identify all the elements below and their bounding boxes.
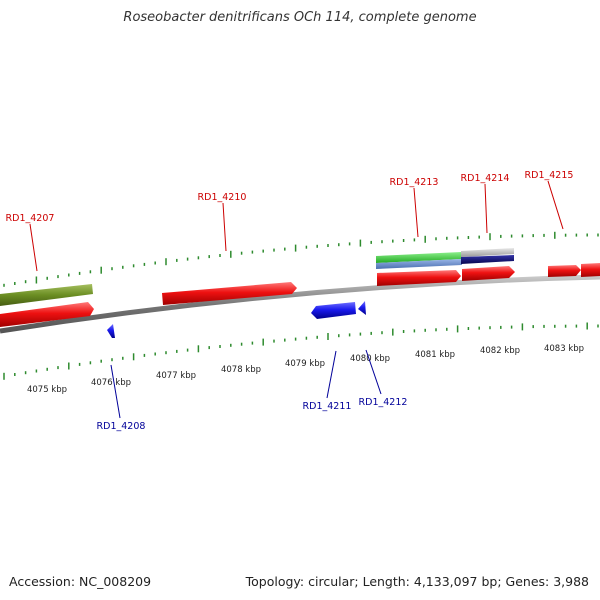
gene-labels-top: RD1_4207 RD1_4210 RD1_4213 RD1_4214 RD1_…	[6, 170, 574, 224]
gene-label-rd1-4211: RD1_4211	[303, 401, 352, 412]
scale-label: 4077 kbp	[156, 371, 196, 381]
leader-line-rd1-4210	[222, 202, 227, 252]
gene-label-rd1-4207: RD1_4207	[6, 213, 55, 224]
gene-labels-bottom: RD1_4208 RD1_4211 RD1_4212	[97, 397, 408, 432]
scale-label: 4078 kbp	[221, 365, 261, 375]
label-leader-lines	[29, 180, 564, 419]
gene-label-rd1-4214: RD1_4214	[461, 173, 510, 184]
gene-feature-rd1-4210	[162, 282, 297, 305]
gene-feature-rd1-4212	[358, 301, 366, 315]
gene-feature-steelblue	[376, 259, 462, 269]
genome-stats-text: Topology: circular; Length: 4,133,097 bp…	[245, 574, 589, 589]
tick-row-top	[3, 231, 599, 287]
tick-row-bottom	[3, 322, 599, 380]
leader-line-rd1-4207	[29, 223, 38, 272]
gene-feature-rd1-4214	[462, 266, 515, 281]
gene-label-rd1-4213: RD1_4213	[390, 177, 439, 188]
gene-feature-right-edge	[581, 263, 600, 277]
scale-label: 4075 kbp	[27, 385, 67, 395]
genome-backbone	[0, 274, 600, 334]
scale-labels: 4075 kbp 4076 kbp 4077 kbp 4078 kbp 4079…	[27, 344, 584, 395]
scale-label: 4081 kbp	[415, 350, 455, 360]
gene-feature-rd1-4208	[107, 324, 115, 338]
gene-label-rd1-4215: RD1_4215	[525, 170, 574, 181]
gene-label-rd1-4210: RD1_4210	[198, 192, 247, 203]
gene-feature-olive	[0, 284, 93, 306]
gene-feature-rd1-4213	[377, 270, 461, 286]
leader-line-rd1-4212	[365, 349, 382, 395]
gene-feature-navy	[461, 255, 514, 264]
gene-feature-rd1-4215	[548, 265, 581, 277]
leader-line-rd1-4214	[484, 183, 488, 234]
leader-line-rd1-4208	[110, 364, 121, 419]
map-title: Roseobacter denitrificans OCh 114, compl…	[123, 10, 477, 25]
gene-feature-rd1-4211	[311, 302, 356, 319]
scale-label: 4080 kbp	[350, 354, 390, 364]
gene-feature-green	[376, 252, 461, 263]
scale-label: 4076 kbp	[91, 378, 131, 388]
gene-label-rd1-4212: RD1_4212	[359, 397, 408, 408]
gene-label-rd1-4208: RD1_4208	[97, 421, 146, 432]
gene-feature-rd1-4207	[0, 302, 94, 327]
leader-line-rd1-4213	[413, 187, 419, 238]
scale-label: 4083 kbp	[544, 344, 584, 354]
gene-features	[0, 248, 600, 338]
leader-line-rd1-4211	[326, 350, 337, 399]
accession-text: Accession: NC_008209	[9, 574, 152, 589]
leader-line-rd1-4215	[547, 180, 564, 230]
gene-feature-gray	[461, 248, 514, 257]
scale-label: 4079 kbp	[285, 359, 325, 369]
scale-label: 4082 kbp	[480, 346, 520, 356]
